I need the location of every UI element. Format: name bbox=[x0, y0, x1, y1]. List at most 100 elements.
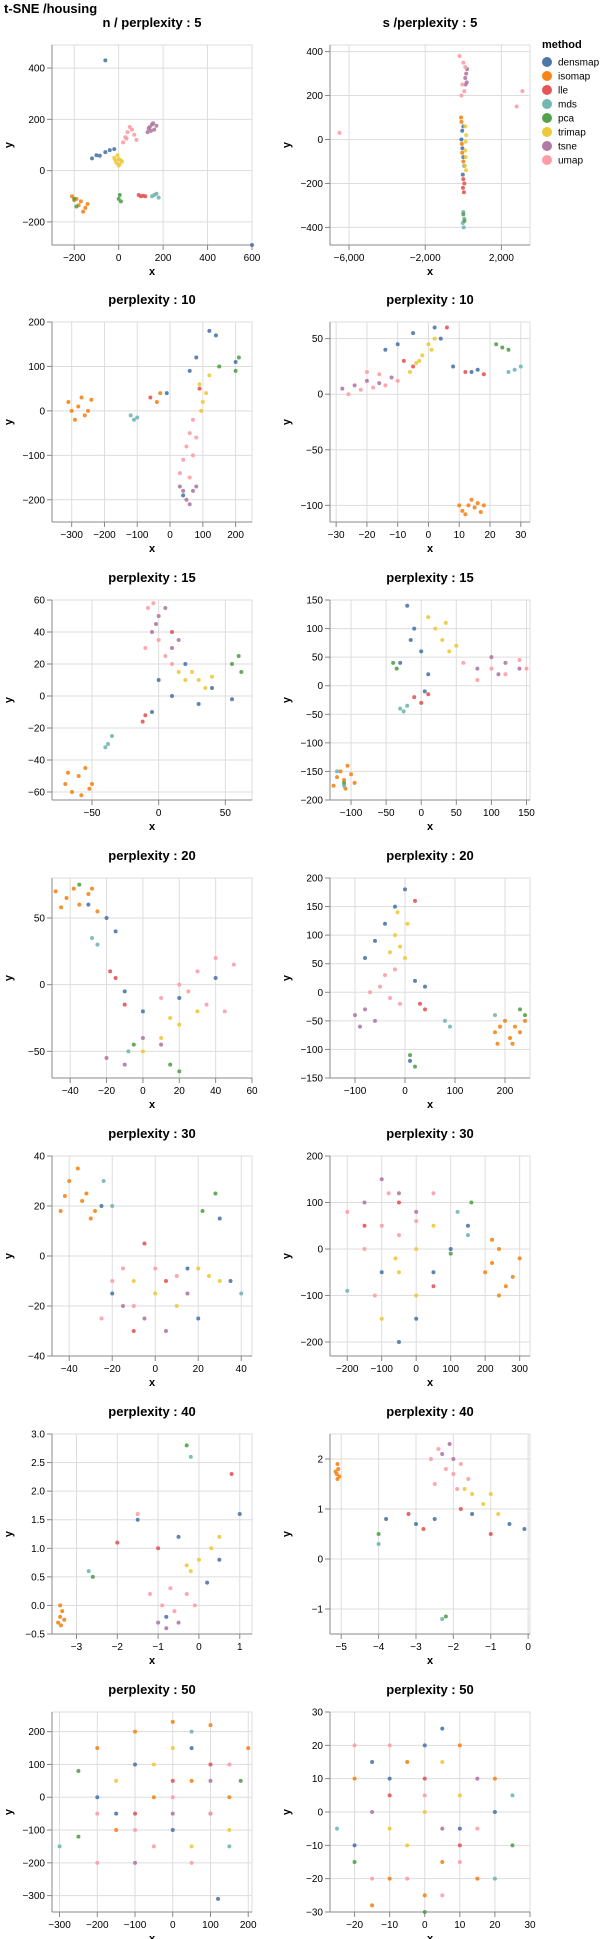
legend-label-umap: umap bbox=[558, 156, 583, 167]
x-tick-label: 40 bbox=[210, 1086, 222, 1097]
x-tick-label: 0 bbox=[422, 1920, 428, 1931]
data-point-isomap bbox=[88, 1216, 93, 1221]
x-tick-label: 100 bbox=[194, 530, 211, 541]
data-point-densmap bbox=[112, 147, 117, 152]
legend-swatch-trimap bbox=[542, 127, 552, 137]
data-point-umap bbox=[459, 93, 464, 98]
data-point-umap bbox=[370, 1876, 375, 1881]
data-point-trimap bbox=[159, 1036, 164, 1040]
data-point-umap bbox=[458, 1462, 463, 1466]
x-tick-label: −5 bbox=[336, 1642, 348, 1653]
scatter-panel-3: perplexity : 10 −300 −200 −100 0 100 200 −200 −1… bbox=[3, 292, 253, 555]
data-point-isomap bbox=[490, 1260, 495, 1265]
x-axis-title: x bbox=[427, 1933, 434, 1939]
data-point-trimap bbox=[462, 1487, 467, 1491]
data-point-umap bbox=[174, 1274, 179, 1278]
data-point-trimap bbox=[195, 1009, 200, 1014]
y-axis-title: y bbox=[3, 141, 15, 148]
data-point-densmap bbox=[507, 1522, 512, 1526]
data-point-pca bbox=[238, 1778, 243, 1783]
y-tick-label: −150 bbox=[300, 767, 323, 778]
y-tick-label: 0 bbox=[317, 135, 323, 146]
y-tick-label: 150 bbox=[306, 902, 323, 913]
data-point-isomap bbox=[498, 1024, 502, 1029]
plot-frame bbox=[329, 1155, 531, 1357]
data-point-mds bbox=[154, 191, 159, 196]
data-point-umap bbox=[388, 996, 392, 1000]
data-point-umap bbox=[177, 471, 182, 476]
data-point-umap bbox=[422, 1793, 427, 1798]
data-point-trimap bbox=[217, 1534, 222, 1539]
data-point-isomap bbox=[503, 1018, 507, 1023]
data-point-trimap bbox=[432, 336, 437, 341]
data-point-tsne bbox=[379, 1177, 384, 1182]
data-point-trimap bbox=[463, 148, 468, 153]
data-point-lle bbox=[115, 1540, 120, 1545]
data-point-tsne bbox=[142, 1316, 147, 1321]
data-point-trimap bbox=[396, 1270, 401, 1275]
y-tick-label: 2.5 bbox=[31, 1458, 45, 1469]
data-point-densmap bbox=[205, 1580, 210, 1585]
data-point-tsne bbox=[475, 1776, 480, 1781]
data-point-isomap bbox=[342, 778, 347, 782]
data-point-isomap bbox=[82, 413, 87, 418]
x-axis-title: x bbox=[427, 266, 434, 278]
legend-title: method bbox=[542, 39, 582, 51]
data-point-trimap bbox=[116, 163, 121, 168]
data-point-pca bbox=[391, 660, 396, 665]
data-point-pca bbox=[408, 1053, 412, 1058]
x-tick-label: −20 bbox=[98, 1086, 115, 1097]
data-point-umap bbox=[398, 1001, 402, 1006]
data-point-mds bbox=[128, 413, 133, 418]
data-point-isomap bbox=[158, 391, 163, 396]
data-point-trimap bbox=[210, 674, 214, 679]
x-tick-label: 200 bbox=[155, 253, 172, 264]
data-point-mds bbox=[465, 1233, 470, 1238]
data-point-tsne bbox=[194, 484, 199, 489]
data-point-umap bbox=[489, 666, 494, 671]
data-point-trimap bbox=[188, 1569, 193, 1574]
data-point-umap bbox=[163, 654, 168, 658]
data-point-densmap bbox=[107, 148, 112, 153]
data-point-lle bbox=[108, 969, 113, 974]
data-point-tsne bbox=[163, 606, 168, 610]
y-tick-label: −100 bbox=[300, 1291, 323, 1302]
y-tick-label: 200 bbox=[306, 1152, 323, 1163]
data-point-densmap bbox=[207, 328, 212, 333]
y-axis-title: y bbox=[281, 1252, 293, 1259]
panel-title: perplexity : 50 bbox=[108, 1682, 195, 1697]
x-tick-label: −30 bbox=[328, 530, 345, 541]
data-point-tsne bbox=[104, 1056, 109, 1060]
data-point-pca bbox=[469, 1200, 474, 1205]
data-point-umap bbox=[172, 1609, 177, 1614]
data-point-densmap bbox=[164, 1614, 169, 1619]
data-point-trimap bbox=[153, 1291, 158, 1296]
data-point-tsne bbox=[145, 130, 150, 135]
x-tick-label: 0 bbox=[402, 1086, 408, 1097]
data-point-isomap bbox=[58, 1603, 63, 1608]
scatter-panel-14: perplexity : 50 −20 −10 0 10 20 30 −30 −20 −10 0 10… bbox=[281, 1682, 536, 1939]
data-point-lle bbox=[143, 713, 148, 718]
data-point-isomap bbox=[85, 201, 90, 206]
data-point-umap bbox=[387, 1743, 392, 1748]
data-point-umap bbox=[432, 1482, 437, 1486]
data-point-isomap bbox=[154, 400, 159, 404]
data-point-tsne bbox=[389, 375, 394, 380]
data-point-umap bbox=[184, 1592, 189, 1596]
y-tick-label: 50 bbox=[34, 914, 46, 925]
data-point-tsne bbox=[358, 1024, 362, 1029]
data-point-isomap bbox=[460, 150, 465, 155]
x-tick-label: 200 bbox=[240, 1920, 257, 1931]
data-point-densmap bbox=[408, 638, 413, 642]
data-point-trimap bbox=[190, 670, 194, 674]
legend-label-mds: mds bbox=[558, 100, 577, 111]
x-tick-label: −200 bbox=[63, 253, 86, 264]
data-point-trimap bbox=[426, 342, 431, 347]
y-tick-label: −40 bbox=[28, 1352, 45, 1363]
x-tick-label: −10 bbox=[389, 530, 406, 541]
data-point-isomap bbox=[490, 1237, 495, 1242]
data-point-umap bbox=[524, 666, 529, 671]
data-point-tsne bbox=[122, 1062, 127, 1067]
data-point-isomap bbox=[493, 1030, 497, 1035]
data-point-trimap bbox=[464, 133, 469, 138]
